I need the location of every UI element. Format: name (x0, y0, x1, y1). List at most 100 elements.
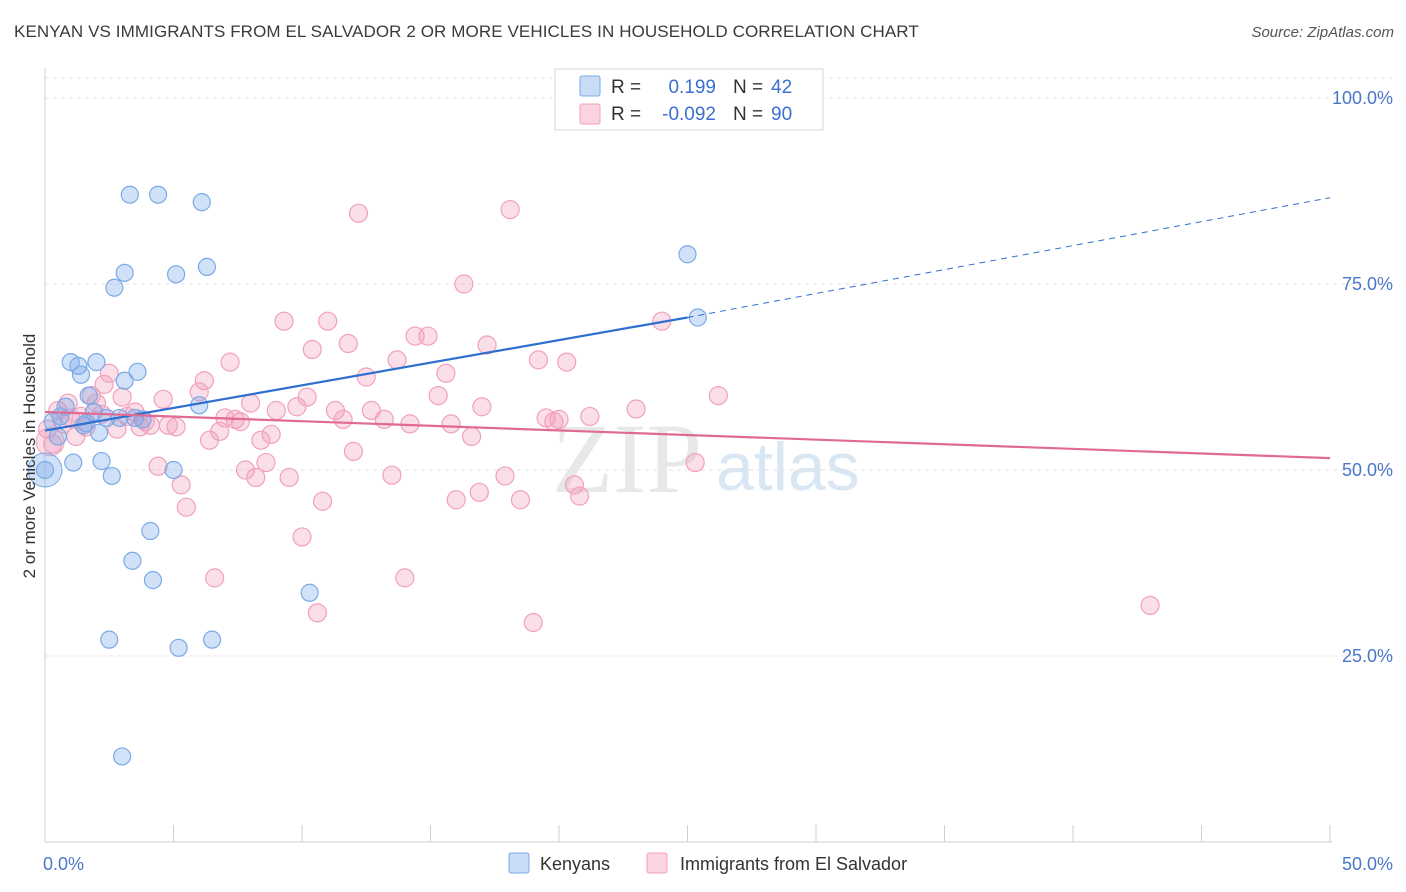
stats-n-label-2: N = (733, 104, 763, 125)
point-el-salvador (495, 466, 515, 486)
point-el-salvador (454, 274, 474, 294)
point-el-salvador (171, 475, 191, 495)
series-immigrants-el-salvador (35, 200, 1160, 633)
point-el-salvador (528, 350, 549, 370)
point-kenyans (112, 747, 132, 766)
point-kenyans (164, 460, 183, 480)
point-el-salvador (261, 424, 281, 444)
point-kenyans (143, 571, 163, 590)
point-el-salvador (523, 612, 543, 633)
point-kenyans (64, 453, 83, 472)
legend-label-el-salvador: Immigrants from El Salvador (680, 854, 907, 874)
x-tick-label-max: 50.0% (1342, 854, 1393, 874)
stats-r-label-2: R = (611, 104, 641, 125)
point-el-salvador (246, 467, 266, 488)
y-tick-label: 50.0% (1342, 460, 1393, 480)
point-el-salvador (356, 367, 376, 387)
point-el-salvador (318, 311, 338, 331)
point-el-salvador (148, 456, 168, 476)
chart-source: Source: ZipAtlas.com (1251, 24, 1394, 41)
point-el-salvador (564, 475, 585, 495)
point-el-salvador (395, 568, 415, 588)
point-el-salvador (387, 350, 407, 370)
y-tick-label: 100.0% (1332, 88, 1393, 108)
point-el-salvador (307, 603, 328, 623)
point-kenyans (128, 362, 147, 381)
watermark: ZIP atlas (552, 403, 860, 514)
point-el-salvador (130, 417, 150, 437)
point-kenyans (688, 308, 707, 327)
point-el-salvador (220, 352, 240, 372)
stats-n-value-2: 90 (771, 104, 792, 125)
point-kenyans (300, 583, 319, 602)
legend-swatch-el-salvador (646, 852, 668, 874)
point-el-salvador (1140, 595, 1160, 616)
y-axis-label: 2 or more Vehicles in Household (20, 334, 39, 579)
point-el-salvador (338, 333, 358, 354)
point-el-salvador (194, 371, 214, 391)
point-kenyans (166, 265, 186, 284)
point-kenyans (71, 365, 91, 384)
trend-kenyans-extension (687, 197, 1331, 318)
point-el-salvador (241, 393, 261, 413)
legend-label-kenyans: Kenyans (540, 854, 610, 874)
point-kenyans (120, 185, 139, 204)
point-el-salvador (343, 441, 363, 461)
trend-el-salvador (44, 410, 1331, 460)
point-kenyans (79, 386, 98, 405)
point-el-salvador (549, 409, 569, 430)
stats-swatch-pink (579, 103, 601, 125)
watermark-atlas: atlas (716, 429, 860, 505)
point-kenyans (27, 452, 63, 488)
point-el-salvador (685, 452, 705, 473)
point-el-salvador (428, 386, 448, 406)
trend-lines (44, 197, 1331, 460)
point-kenyans (192, 193, 211, 212)
stats-n-label-1: N = (733, 77, 763, 98)
point-el-salvador (469, 482, 489, 502)
stats-n-value-1: 42 (771, 77, 792, 98)
point-el-salvador (312, 491, 333, 511)
stats-swatch-blue (579, 75, 601, 97)
point-el-salvador (230, 412, 250, 432)
point-kenyans (105, 278, 124, 297)
point-el-salvador (418, 326, 438, 346)
point-el-salvador (436, 363, 456, 383)
point-kenyans (100, 630, 119, 649)
point-el-salvador (500, 200, 520, 220)
point-el-salvador (510, 490, 531, 510)
gridlines: 25.0% 50.0% 75.0% 100.0% (45, 77, 1393, 666)
point-el-salvador (251, 430, 271, 450)
trend-kenyans (44, 316, 688, 432)
point-el-salvador (580, 406, 600, 427)
stats-r-value-1: 0.199 (668, 77, 716, 98)
point-kenyans (48, 427, 67, 446)
point-el-salvador (557, 352, 577, 372)
point-el-salvador (112, 387, 132, 407)
point-el-salvador (292, 527, 312, 547)
point-kenyans (148, 185, 168, 204)
point-kenyans (115, 263, 134, 282)
point-kenyans (197, 257, 217, 276)
point-el-salvador (441, 414, 461, 434)
point-el-salvador (297, 387, 317, 407)
point-kenyans (87, 353, 106, 372)
point-el-salvador (382, 465, 402, 485)
point-kenyans (123, 551, 142, 570)
point-el-salvador (477, 335, 497, 355)
point-kenyans (202, 630, 222, 649)
point-kenyans (51, 407, 70, 426)
point-kenyans (92, 451, 111, 471)
point-kenyans (141, 521, 160, 541)
point-el-salvador (99, 363, 119, 383)
point-kenyans (56, 397, 75, 416)
point-el-salvador (166, 417, 186, 437)
point-el-salvador (333, 409, 353, 430)
point-kenyans (169, 638, 188, 657)
point-el-salvador (176, 497, 196, 517)
y-tick-label: 75.0% (1342, 274, 1393, 294)
chart-title: KENYAN VS IMMIGRANTS FROM EL SALVADOR 2 … (14, 22, 919, 41)
point-el-salvador (446, 490, 466, 510)
legend-swatch-kenyans (508, 852, 530, 874)
point-el-salvador (256, 452, 276, 473)
